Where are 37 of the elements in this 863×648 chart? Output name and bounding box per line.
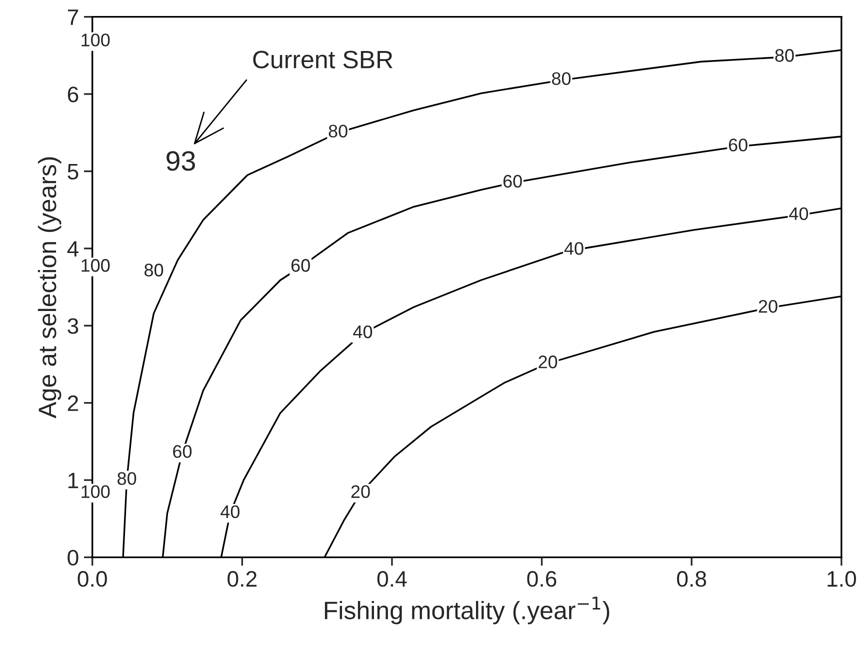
- x-tick-label: 1.0: [828, 571, 856, 587]
- annotation: 60: [728, 138, 748, 152]
- x-tick-label: 0.6: [527, 571, 556, 587]
- annotation: 40: [789, 207, 808, 220]
- annotation: 20: [351, 485, 370, 498]
- annotation: 60: [503, 174, 522, 188]
- annotation: 60: [173, 445, 192, 458]
- annotation: 60: [291, 259, 310, 272]
- annotation: 80: [552, 72, 571, 86]
- y-tick-label: 2: [68, 395, 78, 411]
- annotation: 40: [353, 325, 372, 338]
- y-tick-label: 3: [68, 318, 78, 334]
- annotation: 80: [118, 472, 136, 485]
- annotation: 40: [564, 242, 584, 255]
- annotation: 20: [758, 300, 778, 313]
- x-axis-title: Fishing mortality (.year$^{−1}$): [324, 596, 610, 624]
- annotation: 80: [328, 124, 348, 138]
- annotation: 40: [220, 505, 240, 518]
- annotation: 100: [82, 34, 110, 46]
- x-tick-label: 0.0: [78, 571, 107, 587]
- y-tick-label: 4: [67, 241, 78, 257]
- annotation: 100: [82, 259, 110, 272]
- x-tick-label: 0.4: [377, 571, 407, 587]
- y-axis-title: Age at selection (years): [38, 157, 62, 418]
- x-tick-label: 0.8: [677, 571, 706, 587]
- annotation: 20: [538, 356, 558, 368]
- x-tick-label: 0.2: [228, 571, 256, 587]
- annotation: 80: [144, 264, 164, 276]
- y-tick-label: 5: [68, 164, 78, 180]
- annotation: Current SBR: [253, 50, 392, 68]
- y-tick-label: 0: [68, 550, 78, 566]
- y-tick-label: 6: [68, 86, 78, 102]
- annotation: 100: [82, 485, 110, 498]
- y-tick-label: 7: [68, 10, 78, 25]
- y-tick-label: 1: [68, 472, 78, 488]
- annotation: 93: [166, 151, 195, 171]
- annotation: 80: [775, 49, 794, 62]
